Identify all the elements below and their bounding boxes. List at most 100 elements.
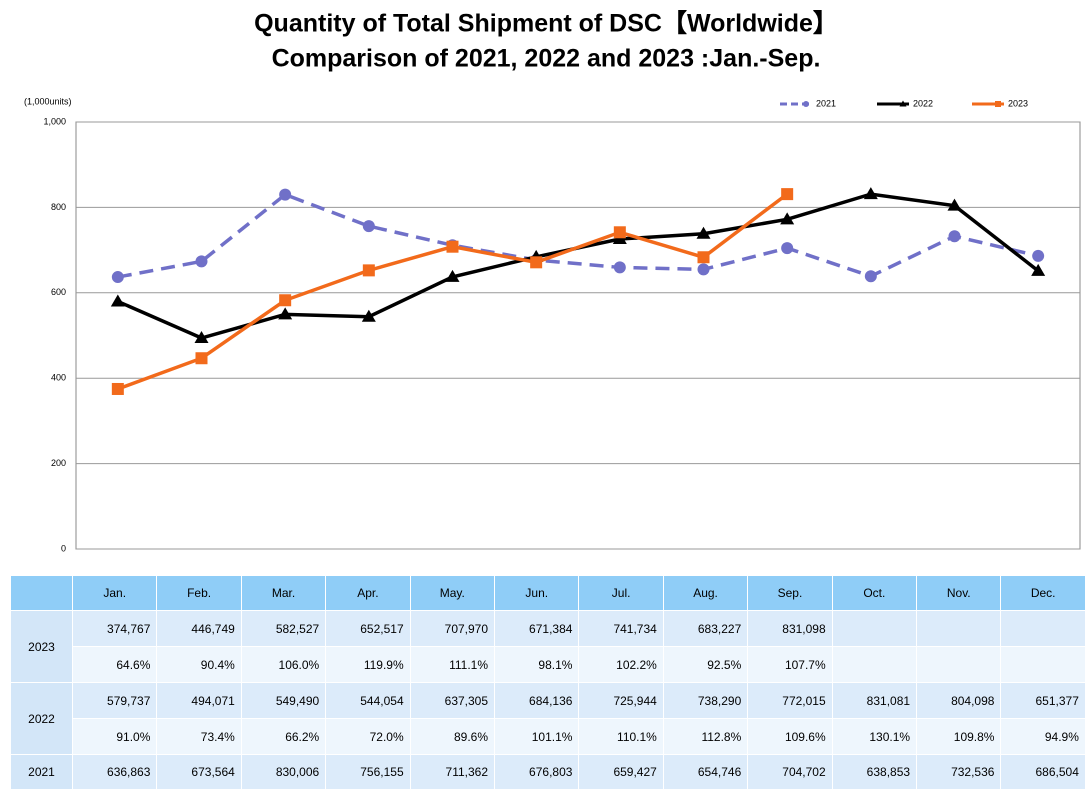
y-axis-label: (1,000units) xyxy=(24,96,72,106)
table-cell: 544,054 xyxy=(325,682,411,719)
point-marker xyxy=(111,382,124,395)
table-cell: Jul. xyxy=(578,575,664,611)
legend-marker xyxy=(995,101,1001,107)
legend-label: 2022 xyxy=(913,98,933,108)
table-cell xyxy=(916,646,1002,683)
table-cell: 92.5% xyxy=(662,646,749,683)
table-cell: 119.9% xyxy=(325,646,411,683)
table-cell: 582,527 xyxy=(240,610,327,647)
table-cell: 637,305 xyxy=(409,682,496,719)
point-marker xyxy=(195,352,208,365)
table-cell: Apr. xyxy=(325,575,411,611)
point-marker xyxy=(111,271,124,284)
table-cell: 2021 xyxy=(10,754,73,790)
point-marker xyxy=(697,263,710,276)
point-marker xyxy=(613,226,626,239)
table-cell: Feb. xyxy=(156,575,242,611)
legend-label: 2021 xyxy=(816,98,836,108)
table-cell: 676,803 xyxy=(494,754,580,790)
table-row: 2021 636,863 673,564 830,006 756,155 711,362 6… xyxy=(10,754,1086,790)
table-cell: 109.6% xyxy=(747,718,833,755)
table-row: 2023 374,767 446,749 582,527 652,517 707,970 6… xyxy=(10,610,1086,683)
table-row: 2022 579,737 494,071 549,490 544,054 637,305 6… xyxy=(10,682,1086,755)
table-cell: Mar. xyxy=(240,575,327,611)
point-marker xyxy=(362,220,375,233)
table-cell: 725,944 xyxy=(578,682,664,719)
point-marker xyxy=(361,309,376,322)
table-cell: 374,767 xyxy=(71,610,158,647)
table-cell: Aug. xyxy=(662,575,749,611)
table-cell: 111.1% xyxy=(409,646,496,683)
chart-title: Quantity of Total Shipment of DSC【Worldw… xyxy=(254,10,838,38)
table-cell: Dec. xyxy=(1000,575,1086,611)
y-tick-label: 200 xyxy=(51,458,66,468)
table-cell: May. xyxy=(409,575,496,611)
point-marker xyxy=(1031,263,1046,276)
chart-subtitle: Comparison of 2021, 2022 and 2023 :Jan.-… xyxy=(272,45,821,73)
table-cell: 2023 xyxy=(10,610,73,683)
table-cell: 66.2% xyxy=(240,718,327,755)
point-marker xyxy=(864,270,877,283)
table-cell: 651,377 xyxy=(1000,682,1086,719)
y-tick-label: 800 xyxy=(51,202,66,212)
point-marker xyxy=(781,242,794,255)
table-cell xyxy=(831,610,918,647)
table-cell: 107.7% xyxy=(747,646,833,683)
series-line xyxy=(117,192,1040,340)
point-marker xyxy=(781,188,794,201)
point-marker xyxy=(1032,249,1045,262)
table-cell xyxy=(1000,610,1086,647)
table-cell xyxy=(831,646,918,683)
point-marker xyxy=(530,256,543,269)
table-cell xyxy=(916,610,1002,647)
point-marker xyxy=(445,269,460,282)
table-cell: 673,564 xyxy=(156,754,242,790)
legend-marker xyxy=(899,100,907,107)
table-cell: 772,015 xyxy=(747,682,833,719)
table-cell: 64.6% xyxy=(71,646,158,683)
point-marker xyxy=(613,261,626,274)
table-cell: 102.2% xyxy=(578,646,664,683)
table-cell: 756,155 xyxy=(325,754,411,790)
table-cell: 90.4% xyxy=(156,646,242,683)
table-cell: 72.0% xyxy=(325,718,411,755)
table-cell: 732,536 xyxy=(916,754,1002,790)
y-tick-label: 1,000 xyxy=(43,116,66,126)
table-cell: 636,863 xyxy=(71,754,158,790)
table-cell: 741,734 xyxy=(578,610,664,647)
table-cell: 91.0% xyxy=(71,718,158,755)
series-line xyxy=(117,192,1039,279)
table-cell xyxy=(1000,646,1086,683)
table-cell: 704,702 xyxy=(747,754,833,790)
table-cell: 707,970 xyxy=(409,610,496,647)
point-marker xyxy=(278,307,293,320)
plot-frame xyxy=(75,121,1081,550)
table-cell: 738,290 xyxy=(662,682,749,719)
table-cell: 549,490 xyxy=(240,682,327,719)
table-cell: 494,071 xyxy=(156,682,242,719)
table-cell: Sep. xyxy=(747,575,833,611)
table-cell: 446,749 xyxy=(156,610,242,647)
table-cell: 711,362 xyxy=(409,754,496,790)
point-marker xyxy=(696,226,711,239)
table-cell: 98.1% xyxy=(494,646,580,683)
point-marker xyxy=(194,331,209,344)
table-cell: 671,384 xyxy=(494,610,580,647)
point-marker xyxy=(446,240,459,253)
data-table: Jan. Feb. Mar. Apr. May. Jun. Jul. Aug. Sep. Oct.… xyxy=(10,575,1086,790)
series-line xyxy=(117,192,789,391)
table-cell: 683,227 xyxy=(662,610,749,647)
y-tick-label: 600 xyxy=(51,287,66,297)
table-cell: 804,098 xyxy=(916,682,1002,719)
table-cell: 652,517 xyxy=(325,610,411,647)
table-cell: Nov. xyxy=(916,575,1002,611)
table-cell: 112.8% xyxy=(662,718,749,755)
point-marker xyxy=(279,188,292,201)
point-marker xyxy=(279,294,292,307)
table-cell: 654,746 xyxy=(662,754,749,790)
point-marker xyxy=(948,230,961,243)
table-cell: 659,427 xyxy=(578,754,664,790)
table-cell: 89.6% xyxy=(409,718,496,755)
table-cell: 831,098 xyxy=(747,610,833,647)
table-cell xyxy=(10,575,73,611)
